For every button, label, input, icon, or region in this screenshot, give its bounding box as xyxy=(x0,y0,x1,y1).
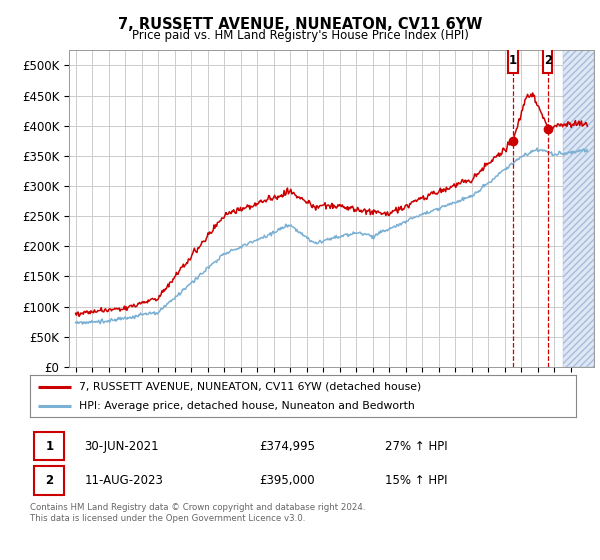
Text: 2: 2 xyxy=(544,54,552,67)
FancyBboxPatch shape xyxy=(543,49,553,73)
Text: 1: 1 xyxy=(509,54,517,67)
Text: £395,000: £395,000 xyxy=(259,474,315,487)
Text: This data is licensed under the Open Government Licence v3.0.: This data is licensed under the Open Gov… xyxy=(30,514,305,523)
FancyBboxPatch shape xyxy=(34,432,64,460)
Text: 27% ↑ HPI: 27% ↑ HPI xyxy=(385,440,448,452)
FancyBboxPatch shape xyxy=(34,466,64,495)
Text: HPI: Average price, detached house, Nuneaton and Bedworth: HPI: Average price, detached house, Nune… xyxy=(79,401,415,411)
Bar xyxy=(563,50,594,367)
FancyBboxPatch shape xyxy=(508,49,518,73)
Text: 7, RUSSETT AVENUE, NUNEATON, CV11 6YW (detached house): 7, RUSSETT AVENUE, NUNEATON, CV11 6YW (d… xyxy=(79,381,421,391)
Text: 1: 1 xyxy=(46,440,53,452)
Text: Contains HM Land Registry data © Crown copyright and database right 2024.: Contains HM Land Registry data © Crown c… xyxy=(30,503,365,512)
Text: 7, RUSSETT AVENUE, NUNEATON, CV11 6YW: 7, RUSSETT AVENUE, NUNEATON, CV11 6YW xyxy=(118,17,482,32)
Text: 2: 2 xyxy=(46,474,53,487)
Text: Price paid vs. HM Land Registry's House Price Index (HPI): Price paid vs. HM Land Registry's House … xyxy=(131,29,469,42)
Text: 30-JUN-2021: 30-JUN-2021 xyxy=(85,440,159,452)
Text: 15% ↑ HPI: 15% ↑ HPI xyxy=(385,474,448,487)
Text: £374,995: £374,995 xyxy=(259,440,316,452)
Text: 11-AUG-2023: 11-AUG-2023 xyxy=(85,474,163,487)
